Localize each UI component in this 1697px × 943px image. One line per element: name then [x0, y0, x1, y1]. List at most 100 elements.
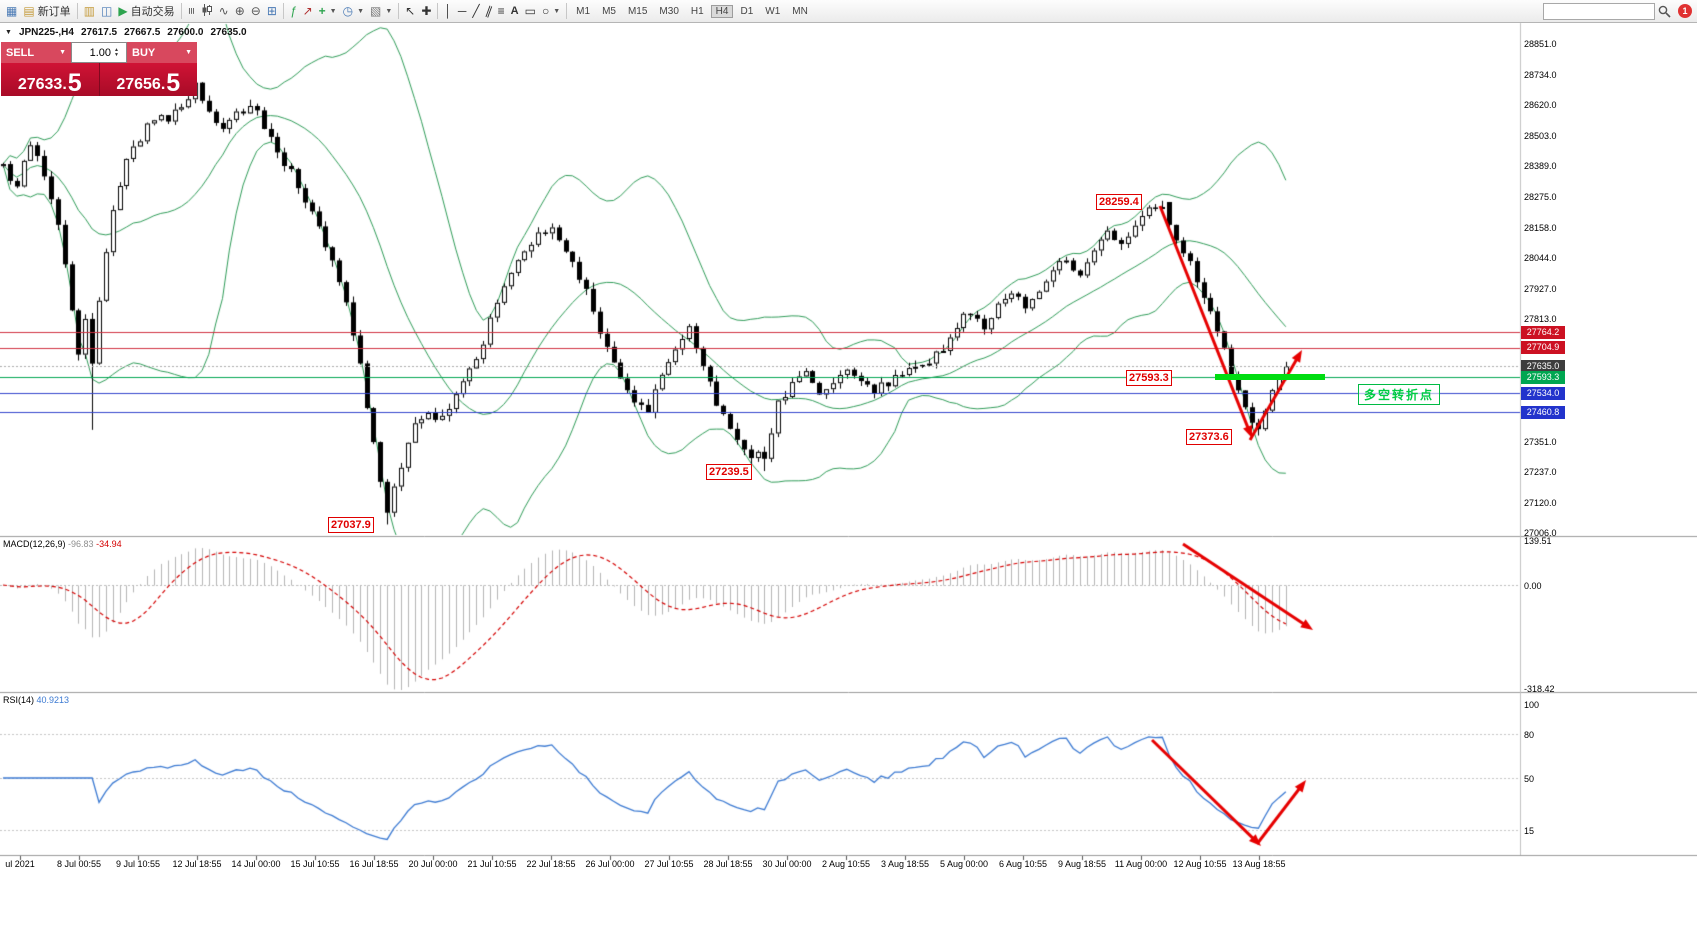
line-chart-icon: ∿ — [218, 4, 229, 18]
rsi-pane-label: RSI(14) 40.9213 — [3, 695, 69, 705]
volume-box: ▲ ▼ — [71, 42, 127, 63]
add-indicator-button[interactable]: + ▼ — [316, 2, 340, 21]
toolbar: ▦ ▤ 新订单 ▥ ◫ ▶ 自动交易 ≡ ∿ ⊕ ⊖ ⊞ ƒ ↗ + ▼ ◷ ▼ ▧ ▼ … — [0, 0, 1697, 23]
toolbar-separator — [76, 3, 78, 19]
volume-up-icon[interactable]: ▲ — [114, 46, 119, 53]
turning-point-label[interactable]: 多空转折点 — [1358, 384, 1441, 405]
channel-button[interactable]: ∥ — [483, 2, 495, 21]
price-annotation[interactable]: 27239.5 — [706, 464, 752, 480]
sell-price[interactable]: 27633. 5 — [1, 63, 100, 96]
price-axis-label: 28275.0 — [1524, 191, 1557, 202]
time-axis-label: 22 Jul 18:55 — [526, 859, 576, 869]
indicator-window-button[interactable]: ↗ — [300, 2, 316, 21]
trendline-button[interactable]: ╱ — [469, 2, 482, 21]
autotrading-button[interactable]: ▶ 自动交易 — [115, 2, 177, 21]
periods-button[interactable]: ◷ ▼ — [340, 2, 367, 21]
timeframe-h4[interactable]: H4 — [710, 4, 734, 18]
rsi-scale-label: 15 — [1524, 825, 1535, 836]
rsi-value: 40.9213 — [36, 695, 70, 705]
buy-button[interactable]: BUY ▼ — [127, 42, 197, 63]
timeframe-d1[interactable]: D1 — [740, 5, 754, 17]
timeframe-m5[interactable]: M5 — [602, 5, 616, 17]
timeframe-w1[interactable]: W1 — [765, 5, 781, 17]
sell-button[interactable]: SELL ▼ — [1, 42, 71, 63]
crosshair-button[interactable]: ✚ — [418, 2, 434, 21]
rsi-scale-label: 100 — [1524, 700, 1540, 710]
search-input[interactable] — [1543, 3, 1655, 20]
one-click-toggle-icon[interactable]: ▼ — [5, 29, 12, 36]
price-annotation[interactable]: 28259.4 — [1096, 194, 1142, 210]
price-annotation[interactable]: 27593.3 — [1126, 370, 1172, 386]
time-axis-label: 11 Aug 00:00 — [1114, 859, 1168, 869]
tile-windows-button[interactable]: ⊞ — [264, 2, 280, 21]
label-tool-icon: ▭ — [524, 4, 536, 18]
chart-window-button[interactable]: ▦ — [3, 2, 20, 21]
chevron-down-icon: ▼ — [553, 7, 561, 15]
volume-down-icon[interactable]: ▼ — [114, 51, 119, 58]
fibonacci-button[interactable]: ≡ — [495, 2, 508, 21]
charts-icon: ▥ — [83, 4, 96, 18]
horizontal-line-icon: ─ — [457, 4, 467, 18]
timeframe-m15[interactable]: M15 — [627, 5, 648, 17]
price-annotation[interactable]: 27037.9 — [328, 517, 374, 533]
templates-button[interactable]: ▧ ▼ — [367, 2, 395, 21]
bar-chart-button[interactable]: ≡ — [184, 2, 198, 21]
horizontal-line-button[interactable]: ─ — [455, 2, 470, 21]
time-axis-label: 8 Jul 00:55 — [56, 859, 102, 869]
time-axis-label: 20 Jul 00:00 — [408, 859, 458, 869]
indicator-window-icon: ↗ — [302, 4, 313, 18]
zoom-out-button[interactable]: ⊖ — [248, 2, 264, 21]
profiles-button[interactable]: ◫ — [98, 2, 115, 21]
new-order-button[interactable]: ▤ 新订单 — [20, 2, 73, 21]
shapes-button[interactable]: ○ ▼ — [539, 2, 563, 21]
chevron-down-icon: ▼ — [357, 7, 364, 15]
chevron-down-icon: ▼ — [385, 7, 393, 15]
zoom-in-icon: ⊕ — [234, 4, 245, 18]
macd-pane-label: MACD(12,26,9) -96.83 -34.94 — [3, 539, 122, 549]
cursor-button[interactable]: ↖ — [402, 2, 418, 21]
fibonacci-icon: ≡ — [497, 4, 505, 18]
add-indicator-icon: + — [318, 4, 326, 18]
time-axis-label: 12 Aug 10:55 — [1173, 859, 1227, 869]
search-icon[interactable] — [1658, 5, 1671, 18]
price-tag: 27704.9 — [1521, 341, 1565, 355]
price-annotation[interactable]: 27373.6 — [1186, 429, 1232, 445]
timeframe-m30[interactable]: M30 — [659, 5, 679, 17]
candlestick-chart-button[interactable] — [198, 2, 216, 21]
chart-close-value: 27635.0 — [210, 27, 247, 38]
price-axis-label: 28044.0 — [1524, 252, 1557, 263]
one-click-trade-panel: SELL ▼ ▲ ▼ BUY ▼ 27633. 5 — [1, 42, 197, 96]
text-tool-button[interactable]: A — [508, 2, 522, 21]
new-order-icon: ▤ — [23, 4, 35, 18]
templates-icon: ▧ — [370, 4, 382, 18]
notification-badge[interactable]: 1 — [1678, 4, 1692, 18]
macd-main-value: -96.83 — [68, 539, 94, 549]
sell-price-main: 27633. — [17, 76, 67, 94]
time-axis-label: 30 Jul 00:00 — [762, 859, 812, 869]
timeframe-group: M1 M5 M15 M30 H1 H4 D1 W1 MN — [570, 3, 814, 20]
vertical-line-button[interactable]: │ — [441, 2, 455, 21]
volume-input[interactable] — [72, 46, 112, 59]
timeframe-m1[interactable]: M1 — [576, 5, 591, 17]
timeframe-mn[interactable]: MN — [792, 5, 808, 17]
indicators-button[interactable]: ƒ — [287, 2, 300, 21]
timeframe-h1[interactable]: H1 — [690, 5, 704, 17]
line-chart-button[interactable]: ∿ — [216, 2, 232, 21]
zoom-in-button[interactable]: ⊕ — [232, 2, 248, 21]
label-tool-button[interactable]: ▭ — [522, 2, 539, 21]
macd-signal-value: -34.94 — [96, 539, 122, 549]
toolbar-separator — [566, 3, 568, 19]
price-axis-label: 28503.0 — [1524, 131, 1557, 142]
time-axis-label: ul 2021 — [5, 859, 35, 869]
rsi-scale-label: 80 — [1524, 729, 1535, 740]
chart-open-value: 27617.5 — [80, 27, 118, 38]
price-axis-label: 28389.0 — [1524, 161, 1557, 172]
chart-window-icon: ▦ — [6, 4, 18, 18]
highlight-bar[interactable] — [1215, 374, 1325, 380]
buy-price[interactable]: 27656. 5 — [99, 63, 197, 96]
charts-button[interactable]: ▥ — [81, 2, 98, 21]
tile-windows-icon: ⊞ — [266, 4, 277, 18]
